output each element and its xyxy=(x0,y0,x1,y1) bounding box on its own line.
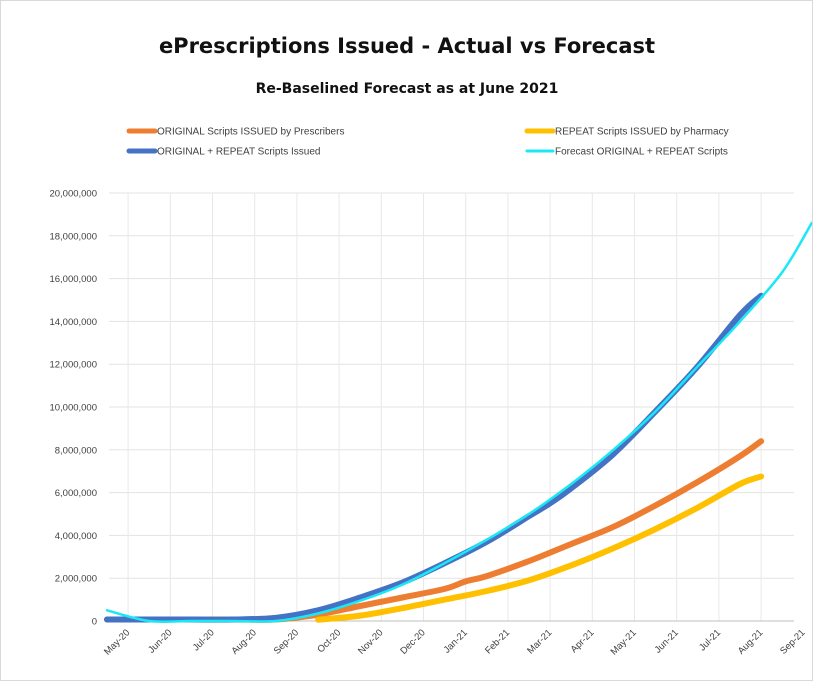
legend-label-original-prescribers: ORIGINAL Scripts ISSUED by Prescribers xyxy=(157,127,344,138)
y-tick-label: 12,000,000 xyxy=(49,360,97,371)
x-tick-label: May-20 xyxy=(102,627,132,657)
y-tick-label: 14,000,000 xyxy=(49,317,97,328)
legend: ORIGINAL Scripts ISSUED by Prescribers RE… xyxy=(126,127,729,158)
y-tick-label: 6,000,000 xyxy=(55,488,97,499)
series-group xyxy=(104,221,812,624)
legend-label-original-plus-repeat: ORIGINAL + REPEAT Scripts Issued xyxy=(157,147,320,158)
y-tick-label: 10,000,000 xyxy=(49,403,97,414)
x-tick-label: Apr-21 xyxy=(569,627,597,655)
x-tick-label: Nov-20 xyxy=(356,627,385,656)
x-tick-label: Jul-20 xyxy=(191,627,217,653)
x-tick-label: Aug-20 xyxy=(229,627,258,656)
x-tick-label: Jul-21 xyxy=(697,627,723,653)
series-line-forecast xyxy=(105,221,812,624)
x-tick-label: Jan-21 xyxy=(442,627,470,655)
legend-label-repeat-pharmacy: REPEAT Scripts ISSUED by Pharmacy xyxy=(555,127,729,138)
series-line-original-prescribers xyxy=(104,438,765,623)
legend-label-forecast: Forecast ORIGINAL + REPEAT Scripts xyxy=(555,147,728,158)
y-tick-label: 0 xyxy=(92,617,97,628)
chart-subtitle: Re-Baselined Forecast as at June 2021 xyxy=(256,81,559,97)
y-tick-label: 18,000,000 xyxy=(49,231,97,242)
y-tick-label: 2,000,000 xyxy=(55,574,97,585)
x-tick-label: Dec-20 xyxy=(398,627,427,656)
x-tick-label: Jun-20 xyxy=(146,627,174,655)
chart-title: ePrescriptions Issued - Actual vs Foreca… xyxy=(159,34,655,58)
series-line-repeat-pharmacy xyxy=(315,473,765,623)
gridlines xyxy=(109,192,794,622)
series-line-original-plus-repeat xyxy=(104,292,765,623)
x-tick-label: Sep-21 xyxy=(778,627,807,656)
x-axis: May-20 Jun-20 Jul-20 Aug-20 Sep-20 Oct-20 Nov-… xyxy=(102,620,808,658)
x-tick-label: Mar-21 xyxy=(525,627,554,656)
x-tick-label: Feb-21 xyxy=(483,627,512,656)
x-tick-label: Aug-21 xyxy=(736,627,765,656)
y-tick-label: 16,000,000 xyxy=(49,274,97,285)
y-axis: 0 2,000,000 4,000,000 6,000,000 8,000,000 10,… xyxy=(49,189,97,628)
x-tick-label: May-21 xyxy=(609,627,639,657)
y-tick-label: 20,000,000 xyxy=(49,189,97,200)
x-tick-label: Jun-21 xyxy=(653,627,681,655)
y-tick-label: 4,000,000 xyxy=(55,531,97,542)
x-tick-label: Oct-20 xyxy=(315,627,343,655)
x-tick-label: Sep-20 xyxy=(272,627,301,656)
y-tick-label: 8,000,000 xyxy=(55,445,97,456)
